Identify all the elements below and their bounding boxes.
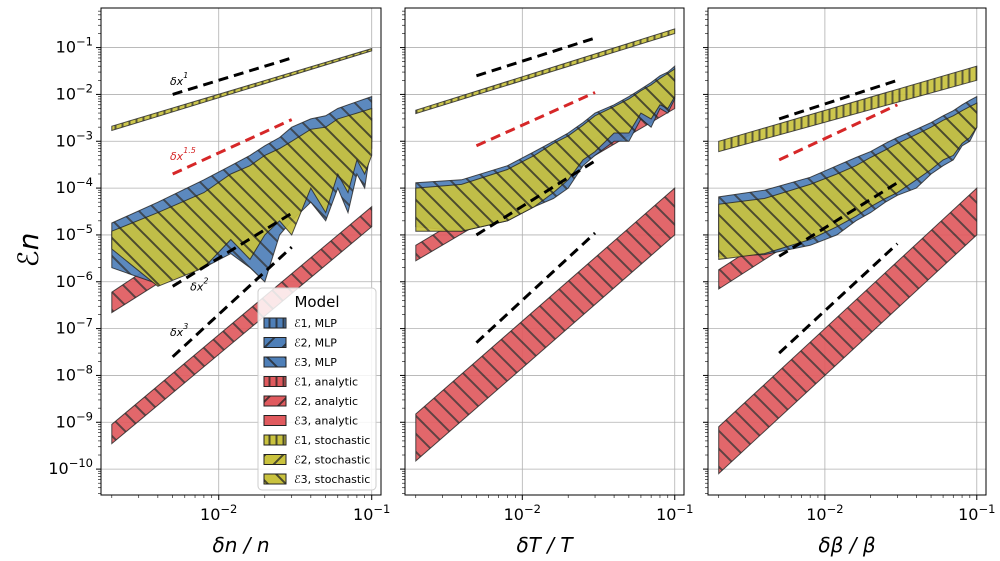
legend-label: ℰ2, stochastic	[294, 454, 370, 467]
ref-label-x1: δx1	[170, 71, 188, 88]
y-axis	[703, 10, 708, 494]
legend-entry: ℰ2, stochastic	[263, 454, 370, 467]
legend-label: ℰ1, analytic	[294, 376, 358, 389]
legend-label: ℰ1, MLP	[294, 317, 337, 330]
band-stochastic	[111, 107, 373, 287]
legend-entry: ℰ3, analytic	[263, 415, 358, 428]
x-tick-label: 10−2	[504, 502, 541, 524]
band-stochastic	[111, 47, 373, 132]
x-axis: 10−2 10−1	[718, 495, 995, 524]
axes-frame	[707, 7, 987, 496]
legend-label: ℰ2, analytic	[294, 395, 358, 408]
y-tick-label: 10−7	[56, 316, 93, 338]
panel-3: 10−2 10−1 δβ / β	[703, 7, 995, 557]
y-tick-label: 10−1	[56, 35, 93, 57]
legend-entry: ℰ1, analytic	[263, 376, 358, 389]
y-axis	[400, 10, 405, 494]
legend-swatch	[263, 395, 287, 407]
legend-label: ℰ1, stochastic	[294, 434, 370, 447]
y-tick-label: 10−4	[56, 175, 93, 197]
axes-frame	[404, 7, 685, 496]
ref-line-slope	[475, 231, 597, 344]
x-axis: 10−2 10−1	[415, 495, 693, 524]
legend-swatch	[263, 473, 287, 485]
y-tick-label: 10−9	[56, 409, 93, 431]
y-tick-label: 10−10	[48, 456, 93, 478]
ref-label-x1-5: δx1.5	[170, 146, 196, 163]
y-tick-label: 10−6	[56, 269, 93, 291]
band-stochastic	[415, 67, 676, 232]
ref-line-slope	[778, 242, 899, 355]
reference-lines	[778, 78, 899, 355]
bands	[718, 65, 978, 475]
legend-swatch	[263, 337, 287, 348]
y-axis-label: ℰn	[12, 233, 45, 268]
panel-2: 10−2 10−1 δT / T	[400, 7, 693, 557]
y-tick-label: 10−8	[56, 362, 93, 384]
x-tick-label: 10−1	[656, 502, 693, 524]
ref-line-x1-5	[172, 118, 293, 176]
legend-entry: ℰ3, MLP	[263, 356, 337, 369]
bands	[415, 28, 676, 463]
ref-line-slope	[778, 181, 899, 258]
legend-entry: ℰ2, analytic	[263, 395, 358, 408]
band-analytic	[718, 186, 978, 475]
ref-line-x1	[172, 56, 293, 96]
ref-line-x2	[171, 211, 293, 288]
band-analytic	[111, 205, 373, 445]
reference-lines: δx1 δx1.5 δx2 δx3	[170, 56, 293, 358]
x-axis-label: δβ / β	[818, 533, 875, 557]
legend-label: ℰ3, stochastic	[294, 473, 370, 486]
x-axis-label: δT / T	[516, 533, 574, 557]
panel-1: δx1δx1.5δx2δx310−1010−910−810−710−610−51…	[48, 7, 390, 557]
x-axis: 10−2 10−1	[111, 495, 390, 524]
axes-frame	[100, 7, 382, 496]
legend-entry: ℰ1, stochastic	[263, 434, 370, 447]
ref-label-x2: δx2	[190, 277, 208, 294]
ref-line-slope	[475, 91, 596, 148]
y-axis: 10−10 10−9 10−8 10−7 10−6 10−5 10−4 10−3 10−2 10−…	[48, 10, 101, 494]
x-axis-label: δn / n	[212, 533, 269, 557]
reference-lines	[475, 36, 597, 344]
y-tick-label: 10−3	[56, 128, 93, 150]
legend-title: Model	[294, 293, 339, 311]
legend-swatch	[263, 356, 287, 368]
bands	[111, 47, 373, 445]
band-stochastic	[718, 102, 978, 260]
y-tick-label: 10−5	[56, 222, 93, 244]
legend-label: ℰ2, MLP	[294, 337, 337, 350]
legend-swatch	[263, 376, 287, 387]
ref-line-slope	[778, 78, 898, 121]
x-tick-label: 10−1	[958, 502, 995, 524]
legend-label: ℰ3, MLP	[294, 356, 337, 369]
legend: Model ℰ1, MLP ℰ2, MLP ℰ3, MLP ℰ1, analytic ℰ2…	[257, 287, 377, 491]
x-tick-label: 10−1	[353, 502, 390, 524]
legend-swatch	[263, 434, 287, 446]
panels: δx1δx1.5δx2δx310−1010−910−810−710−610−51…	[12, 7, 995, 557]
ref-line-slope	[778, 103, 898, 162]
band-stochastic	[718, 65, 978, 153]
legend-swatch	[263, 415, 287, 426]
ref-line-x3	[171, 245, 293, 358]
band-analytic	[415, 187, 676, 463]
legend-entry: ℰ1, MLP	[263, 317, 337, 330]
ref-line-slope	[475, 36, 596, 78]
band-stochastic	[415, 28, 676, 115]
y-tick-label: 10−2	[56, 81, 93, 103]
legend-label: ℰ3, analytic	[294, 415, 358, 428]
legend-entry: ℰ2, MLP	[263, 337, 337, 350]
x-tick-label: 10−2	[200, 502, 237, 524]
legend-entry: ℰ3, stochastic	[263, 473, 370, 486]
legend-swatch	[263, 454, 287, 465]
ref-label-x3: δx3	[170, 322, 188, 339]
legend-box	[257, 287, 377, 491]
ref-line-slope	[475, 159, 596, 237]
legend-swatch	[263, 317, 287, 329]
x-tick-label: 10−2	[806, 502, 843, 524]
